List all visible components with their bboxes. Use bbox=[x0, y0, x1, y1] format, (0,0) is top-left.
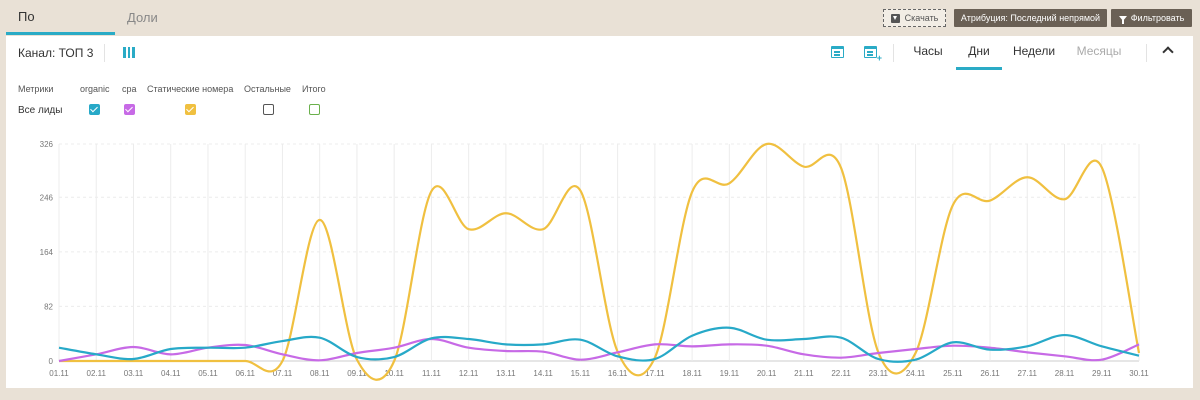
x-tick-label: 02.11 bbox=[87, 369, 107, 378]
checkbox-cpa[interactable] bbox=[124, 104, 135, 115]
y-tick-label: 0 bbox=[49, 357, 54, 366]
metrics-label: Метрики bbox=[18, 84, 54, 94]
x-tick-label: 21.11 bbox=[794, 369, 814, 378]
x-tick-label: 08.11 bbox=[310, 369, 330, 378]
leads-line-chart: 0 82 164 246 326 01.11 02.11 03.11 04.11 05.11 06.… bbox=[40, 140, 1149, 381]
report-panel: Канал: ТОП 3 + Часы Дни Недели Месяцы Ме… bbox=[6, 36, 1193, 388]
top-tab-bar: По источникам Доли Скачать Атрибуция: По… bbox=[0, 0, 1200, 57]
metric-label-other: Остальные bbox=[244, 84, 291, 94]
x-tick-label: 07.11 bbox=[273, 369, 293, 378]
x-tick-label: 12.11 bbox=[459, 369, 479, 378]
x-tick-label: 17.11 bbox=[645, 369, 665, 378]
x-tick-label: 23.11 bbox=[869, 369, 889, 378]
period-days[interactable]: Дни bbox=[956, 44, 1002, 70]
download-button[interactable]: Скачать bbox=[883, 9, 946, 27]
channel-selector[interactable]: Канал: ТОП 3 bbox=[18, 46, 94, 60]
x-tick-label: 14.11 bbox=[533, 369, 553, 378]
calendar-icon[interactable] bbox=[831, 46, 844, 58]
x-tick-label: 30.11 bbox=[1129, 369, 1149, 378]
download-icon bbox=[890, 13, 900, 23]
series-line-organic bbox=[58, 326, 1140, 363]
x-tick-label: 04.11 bbox=[161, 369, 181, 378]
x-tick-label: 22.11 bbox=[831, 369, 851, 378]
attribution-button[interactable]: Атрибуция: Последний непрямой bbox=[954, 9, 1107, 27]
metric-label-total: Итого bbox=[302, 84, 326, 94]
x-tick-label: 27.11 bbox=[1018, 369, 1038, 378]
y-tick-label: 326 bbox=[40, 140, 54, 149]
x-tick-label: 16.11 bbox=[608, 369, 628, 378]
x-tick-label: 15.11 bbox=[571, 369, 591, 378]
period-weeks[interactable]: Недели bbox=[1012, 44, 1056, 58]
x-tick-label: 19.11 bbox=[720, 369, 740, 378]
y-tick-label: 164 bbox=[40, 248, 54, 257]
x-tick-label: 06.11 bbox=[235, 369, 255, 378]
y-tick-label: 82 bbox=[44, 302, 53, 311]
period-months[interactable]: Месяцы bbox=[1076, 44, 1122, 58]
checkbox-total[interactable] bbox=[309, 104, 320, 115]
x-tick-label: 03.11 bbox=[124, 369, 144, 378]
series-line-cpa bbox=[58, 337, 1140, 363]
funnel-icon bbox=[1118, 15, 1127, 24]
x-tick-label: 05.11 bbox=[198, 369, 218, 378]
all-leads-label: Все лиды bbox=[18, 105, 63, 116]
metric-label-static: Статические номера bbox=[147, 84, 234, 94]
x-tick-label: 20.11 bbox=[757, 369, 777, 378]
tab-shares[interactable]: Доли bbox=[127, 10, 158, 25]
x-tick-label: 28.11 bbox=[1055, 369, 1075, 378]
filter-button[interactable]: Фильтровать bbox=[1111, 9, 1192, 27]
series-line-статические-номера bbox=[58, 142, 1141, 381]
x-tick-label: 18.11 bbox=[682, 369, 702, 378]
divider bbox=[893, 44, 894, 62]
x-tick-label: 10.11 bbox=[384, 369, 404, 378]
tab-by-sources[interactable]: По источникам bbox=[6, 0, 115, 57]
x-tick-label: 24.11 bbox=[906, 369, 926, 378]
checkbox-static[interactable] bbox=[185, 104, 196, 115]
calendar-add-icon[interactable]: + bbox=[864, 46, 882, 63]
x-tick-label: 01.11 bbox=[49, 369, 69, 378]
x-tick-label: 09.11 bbox=[347, 369, 367, 378]
filter-label: Фильтровать bbox=[1130, 13, 1185, 23]
y-tick-label: 246 bbox=[40, 193, 54, 202]
x-tick-label: 25.11 bbox=[943, 369, 963, 378]
checkbox-organic[interactable] bbox=[89, 104, 100, 115]
x-tick-label: 29.11 bbox=[1092, 369, 1112, 378]
divider bbox=[1146, 44, 1147, 62]
divider bbox=[104, 44, 105, 62]
x-tick-label: 11.11 bbox=[422, 369, 441, 378]
period-hours[interactable]: Часы bbox=[913, 44, 943, 58]
columns-icon[interactable] bbox=[123, 47, 136, 58]
x-tick-label: 13.11 bbox=[496, 369, 516, 378]
metric-label-cpa: cpa bbox=[122, 84, 137, 94]
checkbox-other[interactable] bbox=[263, 104, 274, 115]
x-tick-label: 26.11 bbox=[980, 369, 1000, 378]
metric-label-organic: organic bbox=[80, 84, 110, 94]
download-label: Скачать bbox=[904, 13, 939, 23]
